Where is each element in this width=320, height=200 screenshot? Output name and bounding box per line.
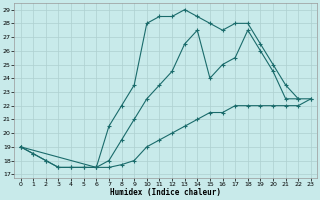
X-axis label: Humidex (Indice chaleur): Humidex (Indice chaleur) bbox=[110, 188, 221, 197]
